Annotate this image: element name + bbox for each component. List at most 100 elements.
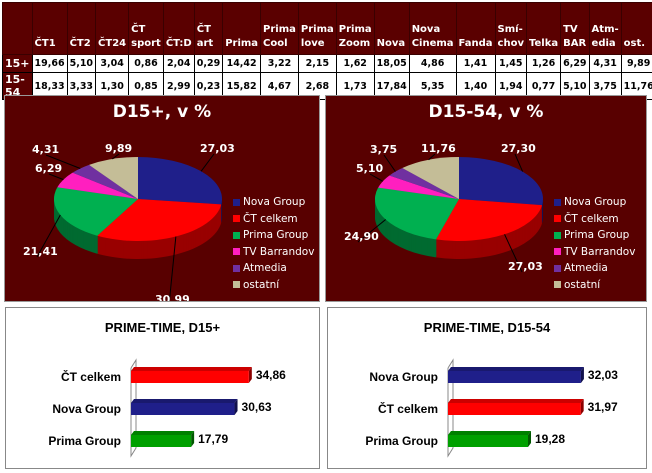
data-label: 24,90 [344, 230, 379, 243]
column-header: ČT2 [66, 2, 97, 55]
column-header: ČT:D [162, 2, 195, 55]
table-cell: 0,29 [193, 54, 224, 73]
data-label: 27,30 [501, 142, 536, 155]
bar-category-label: ČT celkem [61, 369, 121, 384]
axis [447, 358, 454, 458]
legend-label: Atmedia [243, 262, 287, 274]
axis [130, 358, 137, 458]
bar-category-label: ČT celkem [378, 401, 438, 416]
column-header: Prima [222, 2, 262, 55]
bar [448, 435, 529, 447]
data-label: 6,29 [35, 162, 62, 175]
legend-swatch [233, 231, 240, 239]
table-cell: 1,62 [335, 54, 375, 73]
legend-label: TV Barrandov [243, 245, 315, 258]
pie-slice [54, 187, 139, 236]
legend-item: Prima Group [554, 227, 635, 244]
leader-line [514, 153, 524, 172]
legend-item: TV Barrandov [233, 244, 314, 261]
bar-category-label: Prima Group [48, 434, 121, 448]
bar-side [191, 431, 195, 447]
data-label: 21,41 [23, 245, 58, 258]
pie-panel-d15plus: D15+, v % 27,03 30,99 21,41 6,29 4,31 9,89 No… [4, 95, 320, 302]
table-cell: 4,31 [588, 54, 622, 73]
column-header: Prima love [297, 2, 337, 55]
bar-title: PRIME-TIME, D15+ [104, 320, 221, 335]
legend-label: ČT celkem [564, 212, 619, 225]
bar-top [131, 431, 195, 435]
column-header: Prima Zoom [335, 2, 375, 55]
leader-line [200, 153, 215, 172]
legend-swatch [554, 231, 561, 239]
data-label: 3,75 [370, 143, 397, 156]
legend-swatch [233, 281, 240, 289]
legend-item: TV Barrandov [554, 244, 635, 261]
legend-swatch [554, 281, 561, 289]
bar [448, 403, 581, 415]
bar-category-label: Prima Group [365, 434, 438, 448]
table-cell: 1,45 [494, 54, 527, 73]
table-cell: 18,05 [373, 54, 410, 73]
legend-label: Prima Group [564, 229, 630, 241]
pie-slice [375, 187, 459, 240]
legend-label: Nova Group [564, 196, 627, 208]
row-label: 15+ [2, 54, 33, 73]
leader-line [48, 173, 64, 181]
legend-label: ostatní [243, 278, 280, 291]
table-cell: 2,15 [297, 54, 337, 73]
leader-line [504, 234, 523, 273]
column-header: Nova [373, 2, 410, 55]
column-header: Telka [525, 2, 562, 55]
legend-swatch [233, 198, 240, 206]
data-label: 5,10 [356, 162, 383, 175]
table-cell: 4,86 [408, 54, 457, 73]
legend-swatch [233, 248, 240, 256]
column-header: ČT1 [31, 2, 68, 55]
column-header: Fanda [455, 2, 496, 55]
legend-label: Prima Group [243, 229, 309, 241]
pie-title: D15+, v % [112, 102, 212, 122]
legend-swatch [233, 264, 240, 272]
table-cell: 2,04 [162, 54, 195, 73]
bar-top [448, 367, 584, 371]
pie-slice [138, 157, 222, 205]
leader-line [45, 154, 81, 169]
leader-line [428, 153, 436, 161]
column-header [2, 2, 33, 55]
bar [448, 371, 581, 383]
data-label: 11,76 [421, 142, 456, 155]
pie-title: D15-54, v % [428, 102, 544, 122]
bar-side [580, 367, 584, 383]
legend-item: Nova Group [233, 194, 314, 211]
bar [131, 403, 235, 415]
bar-value-label: 30,63 [242, 400, 272, 414]
bar [131, 435, 192, 447]
legend-swatch [554, 215, 561, 223]
bar-top [448, 431, 532, 435]
pie-slice [435, 199, 543, 242]
share-table: ČT1 ČT2 ČT24 ČT sport ČT:D ČT art Prima Prima C… [2, 2, 652, 100]
leader-line [369, 173, 384, 182]
bar-value-label: 19,28 [535, 432, 565, 446]
bar-top [131, 367, 252, 371]
pie-legend: Nova Group ČT celkem Prima Group TV Barrand… [554, 194, 635, 293]
pie-slice [402, 157, 459, 199]
pie-slice [57, 172, 138, 199]
leader-line [111, 153, 120, 160]
pie-slice [378, 175, 459, 199]
bar-category-label: Nova Group [52, 402, 121, 416]
bar-value-label: 17,79 [198, 432, 228, 446]
column-header: TV BAR [560, 2, 590, 55]
legend-label: ČT celkem [243, 212, 298, 225]
legend-item: ČT celkem [554, 211, 635, 228]
bar-value-label: 34,86 [256, 368, 286, 382]
legend-item: ostatní [233, 277, 314, 294]
table-cell: 1,41 [455, 54, 496, 73]
pie-slice [389, 167, 459, 199]
bar-value-label: 32,03 [588, 368, 618, 382]
column-header: ost. [620, 2, 652, 55]
column-header: Nova Cinema [408, 2, 457, 55]
legend-item: Atmedia [233, 260, 314, 277]
bar [131, 371, 249, 383]
table-cell: 0,86 [128, 54, 164, 73]
